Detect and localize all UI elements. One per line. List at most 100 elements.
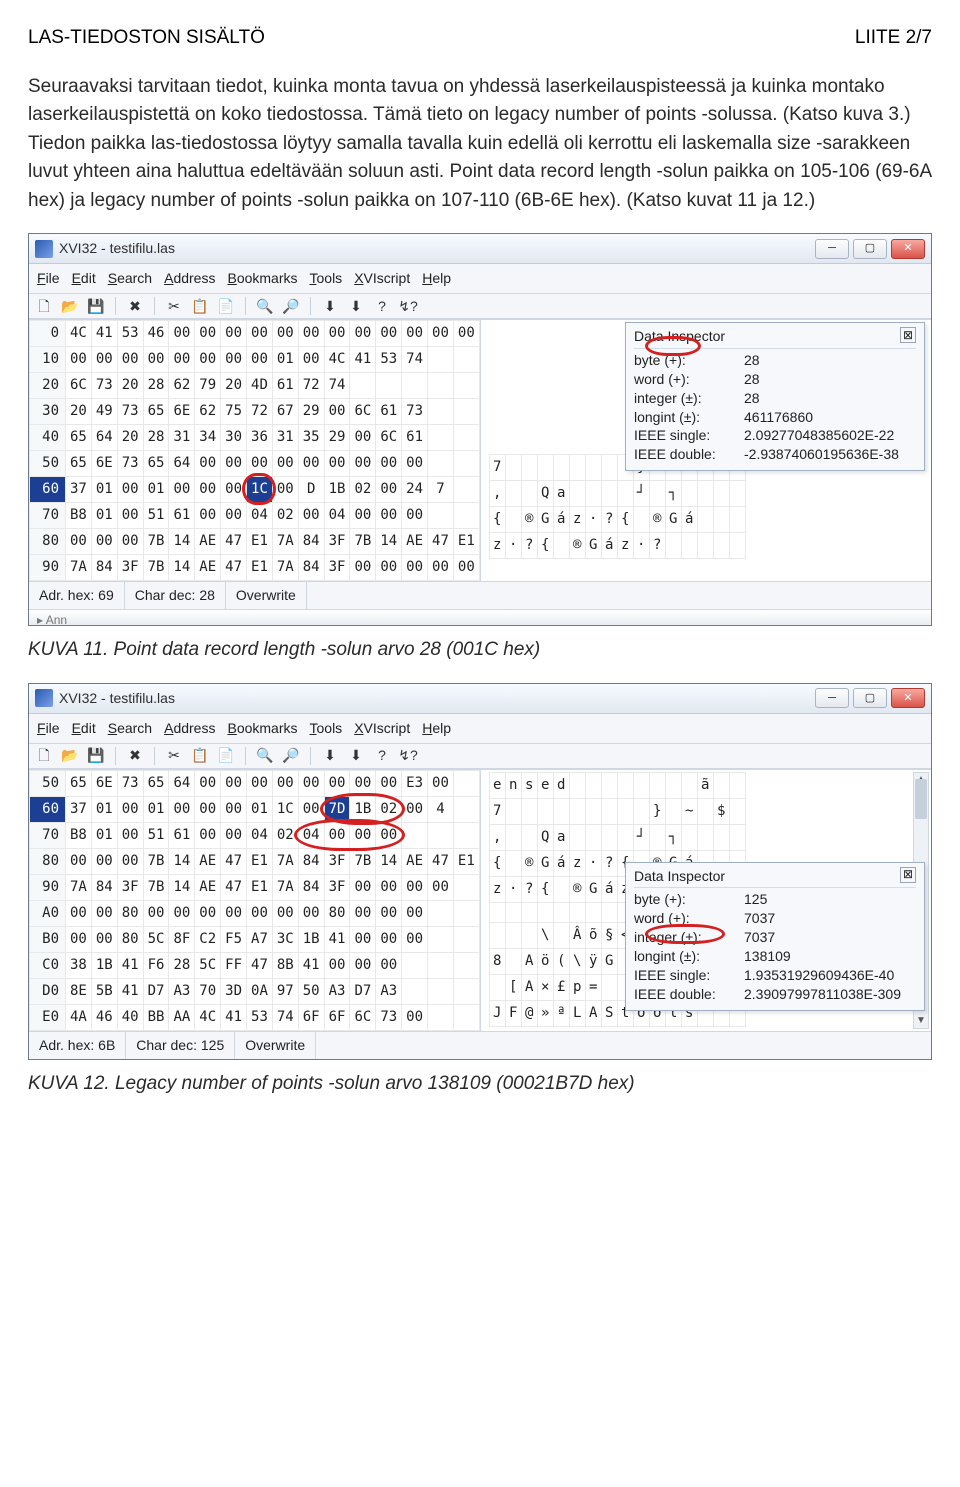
- hex-cell[interactable]: 00: [324, 321, 350, 347]
- ascii-cell[interactable]: á: [601, 876, 617, 902]
- ascii-cell[interactable]: A: [521, 948, 537, 974]
- ascii-cell[interactable]: [697, 533, 713, 559]
- hex-cell[interactable]: E1: [247, 555, 273, 581]
- ascii-cell[interactable]: Q: [537, 824, 553, 850]
- hex-cell[interactable]: D7: [143, 978, 169, 1004]
- ascii-cell[interactable]: [729, 533, 745, 559]
- hex-cell[interactable]: 00: [376, 874, 402, 900]
- hex-cell[interactable]: 00: [169, 347, 195, 373]
- hex-cell[interactable]: 65: [143, 399, 169, 425]
- hex-cell[interactable]: 00: [66, 347, 92, 373]
- hex-cell[interactable]: 47: [247, 952, 273, 978]
- ascii-cell[interactable]: {: [489, 850, 505, 876]
- menu-xviscript[interactable]: XVIscript: [354, 718, 410, 739]
- hex-cell[interactable]: AE: [402, 529, 428, 555]
- hex-cell[interactable]: 50: [298, 978, 324, 1004]
- hex-cell[interactable]: 0A: [247, 978, 273, 1004]
- hex-cell[interactable]: [453, 425, 479, 451]
- ascii-cell[interactable]: ÿ: [585, 948, 601, 974]
- hex-cell[interactable]: 00: [298, 503, 324, 529]
- ascii-cell[interactable]: [569, 824, 585, 850]
- toolbar-button-5[interactable]: 📋: [191, 297, 209, 315]
- hex-cell[interactable]: 02: [272, 822, 298, 848]
- ascii-cell[interactable]: [681, 533, 697, 559]
- hex-cell[interactable]: 6E: [91, 770, 117, 796]
- hex-cell[interactable]: 00: [350, 321, 376, 347]
- toolbar-button-1[interactable]: 📂: [61, 297, 79, 315]
- ascii-cell[interactable]: ª: [553, 1000, 569, 1026]
- hex-cell[interactable]: 02: [376, 796, 402, 822]
- hex-cell[interactable]: 73: [91, 373, 117, 399]
- toolbar-button-3[interactable]: ✖: [126, 747, 144, 765]
- hex-cell[interactable]: D7: [350, 978, 376, 1004]
- ascii-cell[interactable]: ö: [537, 948, 553, 974]
- hex-cell[interactable]: 00: [91, 900, 117, 926]
- hex-cell[interactable]: 46: [143, 321, 169, 347]
- hex-cell[interactable]: 97: [272, 978, 298, 1004]
- hex-cell[interactable]: 7B: [143, 529, 169, 555]
- hex-cell[interactable]: 24: [402, 477, 428, 503]
- hex-cell[interactable]: 00: [350, 926, 376, 952]
- hex-cell[interactable]: 28: [143, 425, 169, 451]
- hex-cell[interactable]: 28: [143, 373, 169, 399]
- hex-cell[interactable]: 00: [195, 900, 221, 926]
- hex-cell[interactable]: AA: [169, 1004, 195, 1030]
- toolbar-button-2[interactable]: 💾: [87, 747, 105, 765]
- hex-cell[interactable]: 80: [117, 926, 143, 952]
- hex-cell[interactable]: [402, 373, 428, 399]
- menu-search[interactable]: Search: [108, 268, 152, 289]
- ascii-cell[interactable]: F: [505, 1000, 521, 1026]
- hex-cell[interactable]: 00: [143, 900, 169, 926]
- ascii-cell[interactable]: ?: [601, 850, 617, 876]
- ascii-cell[interactable]: [585, 798, 601, 824]
- ascii-cell[interactable]: ®: [521, 507, 537, 533]
- ascii-cell[interactable]: [697, 824, 713, 850]
- hex-cell[interactable]: E1: [453, 848, 479, 874]
- ascii-cell[interactable]: G: [537, 507, 553, 533]
- hex-cell[interactable]: 00: [169, 796, 195, 822]
- ascii-cell[interactable]: [697, 507, 713, 533]
- hex-cell[interactable]: [453, 347, 479, 373]
- ascii-cell[interactable]: e: [537, 772, 553, 798]
- toolbar-button-10[interactable]: ⬇: [347, 747, 365, 765]
- hex-cell[interactable]: 84: [91, 874, 117, 900]
- ascii-cell[interactable]: [569, 772, 585, 798]
- ascii-cell[interactable]: [633, 507, 649, 533]
- ascii-cell[interactable]: ·: [505, 533, 521, 559]
- hex-cell[interactable]: 41: [298, 952, 324, 978]
- hex-cell[interactable]: 01: [91, 477, 117, 503]
- hex-cell[interactable]: 7A: [66, 874, 92, 900]
- hex-cell[interactable]: 00: [195, 451, 221, 477]
- hex-cell[interactable]: [453, 477, 479, 503]
- hex-cell[interactable]: F6: [143, 952, 169, 978]
- hex-cell[interactable]: 00: [221, 321, 247, 347]
- ascii-cell[interactable]: G: [585, 876, 601, 902]
- hex-cell[interactable]: 00: [66, 926, 92, 952]
- ascii-cell[interactable]: L: [569, 1000, 585, 1026]
- toolbar-button-10[interactable]: ⬇: [347, 297, 365, 315]
- ascii-cell[interactable]: ┘: [633, 481, 649, 507]
- hex-cell[interactable]: 79: [195, 373, 221, 399]
- hex-cell[interactable]: 40: [117, 1004, 143, 1030]
- minimize-button[interactable]: ─: [815, 239, 849, 259]
- hex-cell[interactable]: 62: [195, 399, 221, 425]
- hex-cell[interactable]: [428, 373, 454, 399]
- ascii-cell[interactable]: ?: [649, 533, 665, 559]
- ascii-cell[interactable]: [729, 507, 745, 533]
- hex-cell[interactable]: 20: [66, 399, 92, 425]
- ascii-cell[interactable]: s: [521, 772, 537, 798]
- ascii-cell[interactable]: G: [665, 507, 681, 533]
- hex-cell[interactable]: [453, 952, 479, 978]
- hex-cell[interactable]: 3C: [272, 926, 298, 952]
- ascii-cell[interactable]: {: [489, 507, 505, 533]
- hex-cell[interactable]: 72: [298, 373, 324, 399]
- hex-cell[interactable]: 01: [91, 503, 117, 529]
- hex-cell[interactable]: 41: [91, 321, 117, 347]
- hex-cell[interactable]: 00: [221, 477, 247, 503]
- hex-cell[interactable]: 04: [247, 503, 273, 529]
- ascii-cell[interactable]: }: [649, 798, 665, 824]
- hex-cell[interactable]: 84: [91, 555, 117, 581]
- hex-cell[interactable]: B8: [66, 822, 92, 848]
- ascii-cell[interactable]: 7: [489, 455, 505, 481]
- hex-cell[interactable]: 00: [195, 770, 221, 796]
